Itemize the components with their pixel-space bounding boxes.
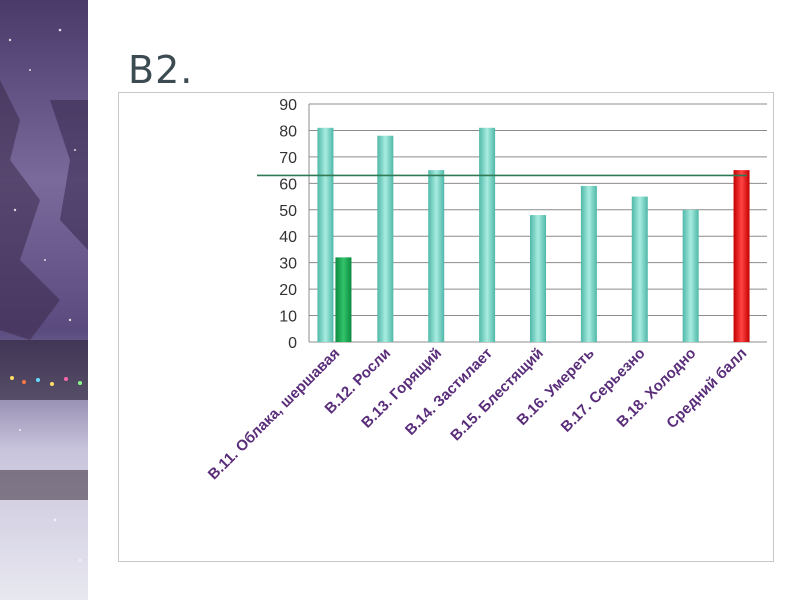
y-tick-label: 50: [279, 203, 297, 220]
category-label-4: В.14. Застилает: [402, 345, 496, 439]
slide-title: В2.: [128, 48, 194, 92]
bar-2-1: [335, 257, 352, 342]
bar-1-4: [479, 127, 496, 342]
y-tick-label: 80: [279, 123, 297, 140]
bar-1-1: [317, 127, 334, 342]
y-tick-label: 0: [288, 335, 297, 352]
y-tick-label: 60: [279, 176, 297, 193]
y-tick-label: 40: [279, 229, 297, 246]
y-tick-label: 90: [279, 97, 297, 114]
y-tick-label: 20: [279, 282, 297, 299]
bar-1-3: [428, 170, 445, 342]
bar-1-5: [530, 215, 546, 342]
bar-chart: 0 10 20 30 40 50 60 70 80 90 В.11. Облака, шершава…: [205, 97, 767, 483]
bar-1-7: [631, 196, 648, 342]
category-label-1: В.11. Облака, шершавая: [205, 345, 343, 483]
bar-1-2: [377, 135, 394, 342]
y-tick-label: 10: [279, 309, 297, 326]
bar-3-9: [733, 170, 750, 342]
y-tick-label: 70: [279, 150, 297, 167]
winter-landscape-image: [0, 0, 88, 600]
y-tick-label: 30: [279, 256, 297, 273]
chart-frame: 0 10 20 30 40 50 60 70 80 90 В.11. Облака, шершава…: [118, 92, 774, 562]
bar-1-8: [682, 209, 699, 342]
category-label-5: В.15. Блестящий: [447, 345, 547, 445]
bar-1-6: [580, 185, 597, 342]
